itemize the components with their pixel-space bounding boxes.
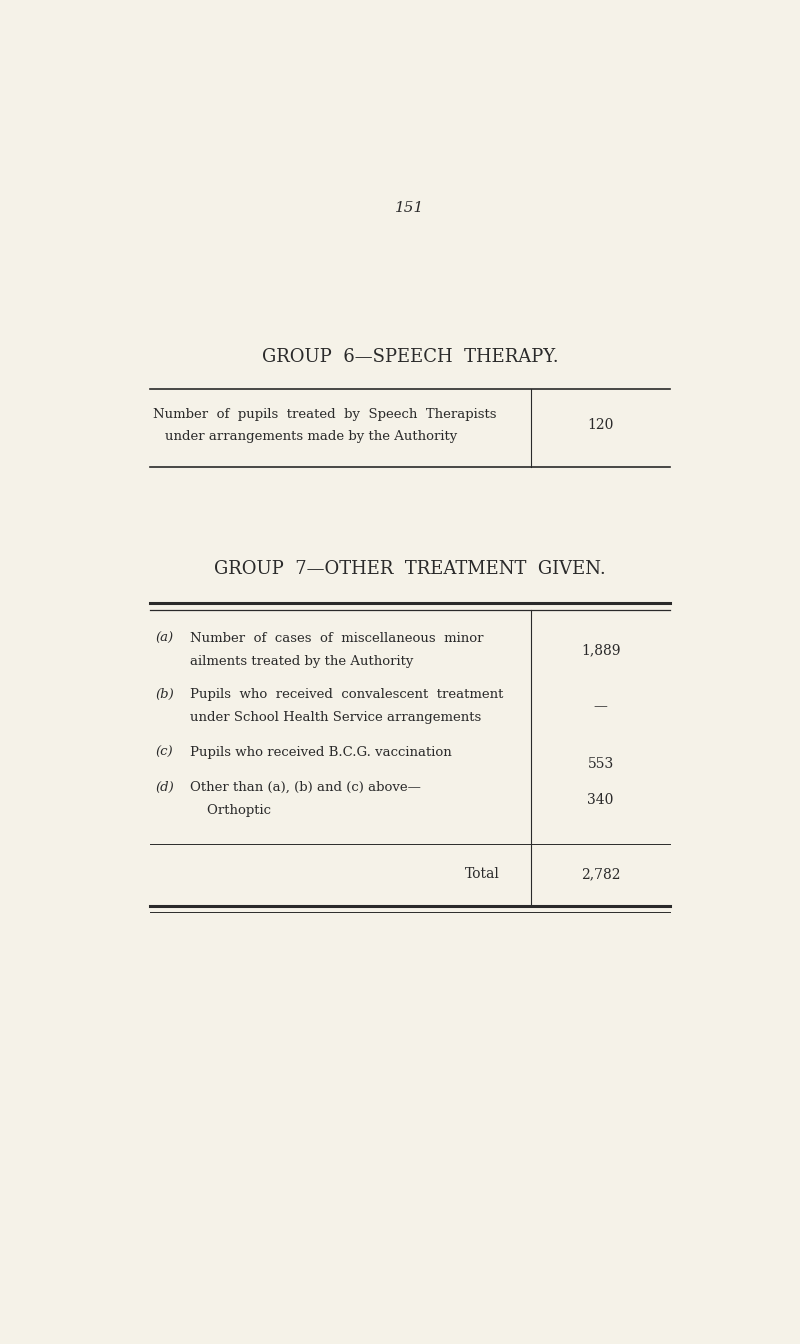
Text: (d): (d) [156, 781, 174, 794]
Text: under arrangements made by the Authority: under arrangements made by the Authority [165, 430, 458, 444]
Text: Other than (a), (b) and (c) above—: Other than (a), (b) and (c) above— [190, 781, 421, 794]
Text: 340: 340 [587, 793, 614, 806]
Text: GROUP  6—SPEECH  THERAPY.: GROUP 6—SPEECH THERAPY. [262, 348, 558, 366]
Text: Pupils who received B.C.G. vaccination: Pupils who received B.C.G. vaccination [190, 746, 452, 759]
Text: Number  of  pupils  treated  by  Speech  Therapists: Number of pupils treated by Speech Thera… [153, 407, 496, 421]
Text: 2,782: 2,782 [581, 867, 621, 882]
Text: (a): (a) [156, 632, 174, 645]
Text: 1,889: 1,889 [581, 644, 621, 657]
Text: (b): (b) [156, 688, 174, 702]
Text: Pupils  who  received  convalescent  treatment: Pupils who received convalescent treatme… [190, 688, 503, 702]
Text: —: — [594, 699, 607, 714]
Text: 151: 151 [395, 200, 425, 215]
Text: 120: 120 [587, 418, 614, 431]
Text: Total: Total [465, 867, 500, 882]
Text: GROUP  7—OTHER  TREATMENT  GIVEN.: GROUP 7—OTHER TREATMENT GIVEN. [214, 559, 606, 578]
Text: Orthoptic: Orthoptic [190, 804, 271, 817]
Text: under School Health Service arrangements: under School Health Service arrangements [190, 711, 481, 724]
Text: (c): (c) [156, 746, 174, 759]
Text: ailments treated by the Authority: ailments treated by the Authority [190, 655, 414, 668]
Text: Number  of  cases  of  miscellaneous  minor: Number of cases of miscellaneous minor [190, 632, 483, 645]
Text: 553: 553 [587, 758, 614, 771]
